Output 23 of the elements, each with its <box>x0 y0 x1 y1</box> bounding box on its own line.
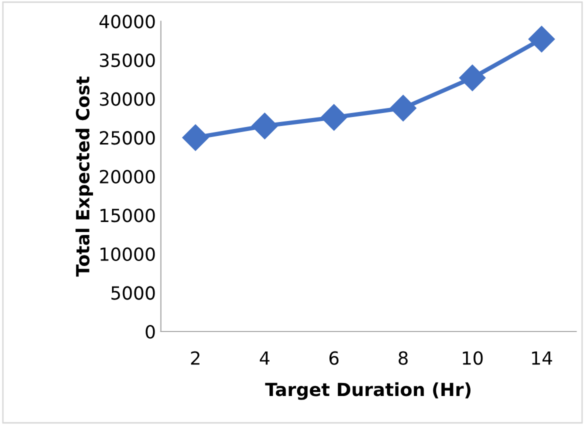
x-tick-label: 8 <box>398 351 408 365</box>
x-tick-label: 6 <box>329 351 339 365</box>
x-tick-label: 2 <box>191 351 200 365</box>
x-tick-label: 14 <box>532 352 552 365</box>
point <box>182 124 209 151</box>
point <box>528 26 555 52</box>
x-tick-label: 10 <box>462 351 483 365</box>
y-tick-label: 15000 <box>100 208 155 222</box>
y-tick-label: 10000 <box>100 247 155 262</box>
x-tick-label: 4 <box>260 352 270 365</box>
y-tick-label: 30000 <box>100 92 155 106</box>
point <box>251 112 278 140</box>
y-tick-label: 35000 <box>100 53 155 68</box>
y-tick-label: 25000 <box>100 131 155 145</box>
point <box>390 94 416 122</box>
point <box>459 64 486 92</box>
x-axis-title: Target Duration (Hr) <box>265 382 470 400</box>
y-tick-label: 20000 <box>100 170 155 184</box>
y-tick-label: 0 <box>146 324 155 339</box>
y-tick-label: 5000 <box>111 286 155 300</box>
y-tick-label: 40000 <box>99 14 155 28</box>
point <box>320 104 348 131</box>
y-axis-title: Total Expected Cost <box>76 76 94 277</box>
